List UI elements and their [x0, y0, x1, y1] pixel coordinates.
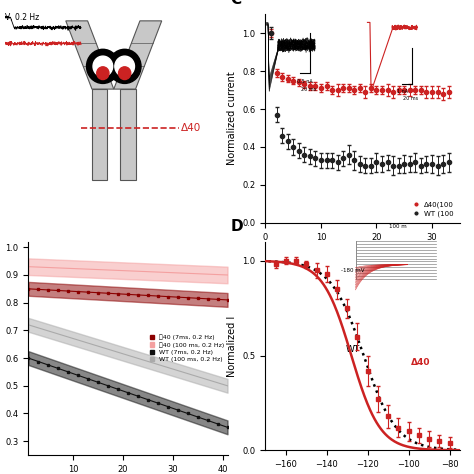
- Text: C: C: [230, 0, 242, 7]
- Text: WT: WT: [345, 345, 360, 354]
- Circle shape: [86, 49, 119, 83]
- Circle shape: [118, 67, 131, 80]
- Legend: Δ40(100, WT (100: Δ40(100, WT (100: [412, 199, 456, 219]
- Polygon shape: [114, 21, 162, 89]
- Text: Δ40: Δ40: [410, 358, 430, 367]
- Text: 100 m: 100 m: [389, 224, 407, 229]
- Y-axis label: Normalized current: Normalized current: [227, 72, 237, 165]
- Text: D: D: [230, 219, 243, 234]
- Polygon shape: [66, 21, 114, 89]
- Circle shape: [108, 49, 141, 83]
- Text: -180 mV: -180 mV: [341, 268, 365, 273]
- Polygon shape: [120, 89, 136, 180]
- Circle shape: [97, 67, 109, 80]
- Text: 0.5 nA: 0.5 nA: [297, 79, 312, 84]
- Text: 20 ms: 20 ms: [403, 96, 419, 101]
- X-axis label: Number of pulses: Number of pulses: [319, 247, 406, 257]
- Text: V, 0.2 Hz: V, 0.2 Hz: [5, 13, 39, 22]
- Text: 1 nA: 1 nA: [397, 89, 408, 94]
- Legend: 㥀40 (7ms, 0.2 Hz), 㥀40 (100 ms, 0.2 Hz), WT (7ms, 0.2 Hz), WT (100 ms, 0.2 Hz): 㥀40 (7ms, 0.2 Hz), 㥀40 (100 ms, 0.2 Hz),…: [150, 335, 224, 362]
- Y-axis label: Normalized I: Normalized I: [227, 315, 237, 377]
- Text: Δ40: Δ40: [182, 123, 201, 133]
- Circle shape: [115, 56, 135, 77]
- Polygon shape: [92, 89, 107, 180]
- Circle shape: [93, 56, 113, 77]
- Text: 20 ms: 20 ms: [301, 87, 317, 92]
